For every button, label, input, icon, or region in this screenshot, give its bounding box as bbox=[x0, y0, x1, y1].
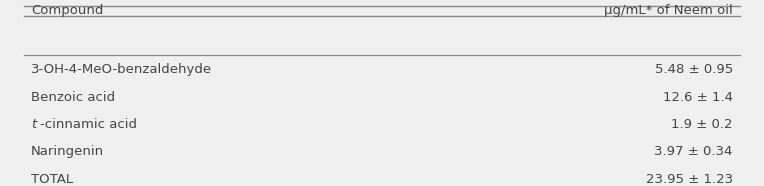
Text: t: t bbox=[31, 118, 37, 131]
Text: 12.6 ± 1.4: 12.6 ± 1.4 bbox=[663, 91, 733, 104]
Text: Compound: Compound bbox=[31, 4, 104, 17]
Text: TOTAL: TOTAL bbox=[31, 173, 73, 186]
Text: μg/mL* of Neem oil: μg/mL* of Neem oil bbox=[604, 4, 733, 17]
Text: Benzoic acid: Benzoic acid bbox=[31, 91, 115, 104]
Text: 3.97 ± 0.34: 3.97 ± 0.34 bbox=[655, 145, 733, 158]
Text: 23.95 ± 1.23: 23.95 ± 1.23 bbox=[646, 173, 733, 186]
Text: 5.48 ± 0.95: 5.48 ± 0.95 bbox=[655, 63, 733, 76]
Text: Naringenin: Naringenin bbox=[31, 145, 105, 158]
Text: 1.9 ± 0.2: 1.9 ± 0.2 bbox=[672, 118, 733, 131]
Text: -cinnamic acid: -cinnamic acid bbox=[40, 118, 137, 131]
Text: 3-OH-4-MeO-benzaldehyde: 3-OH-4-MeO-benzaldehyde bbox=[31, 63, 212, 76]
